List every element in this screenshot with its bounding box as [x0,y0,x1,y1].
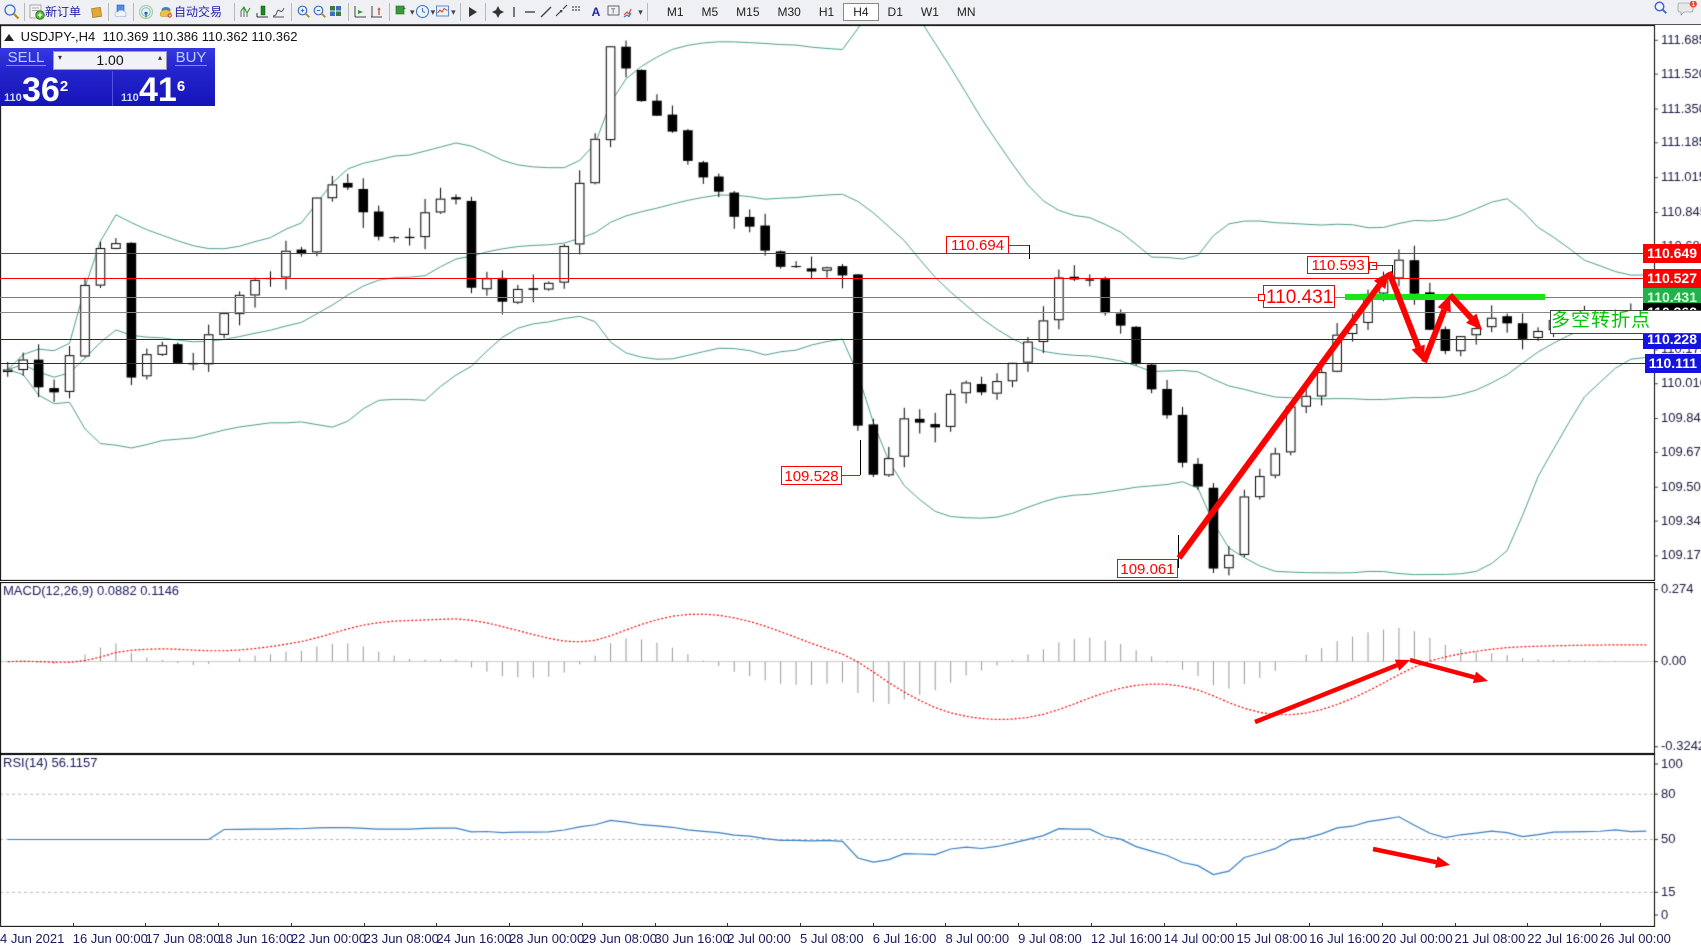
svg-text:+: + [403,6,406,12]
svg-text:1: 1 [1692,1,1696,8]
svg-text:T: T [611,9,616,16]
